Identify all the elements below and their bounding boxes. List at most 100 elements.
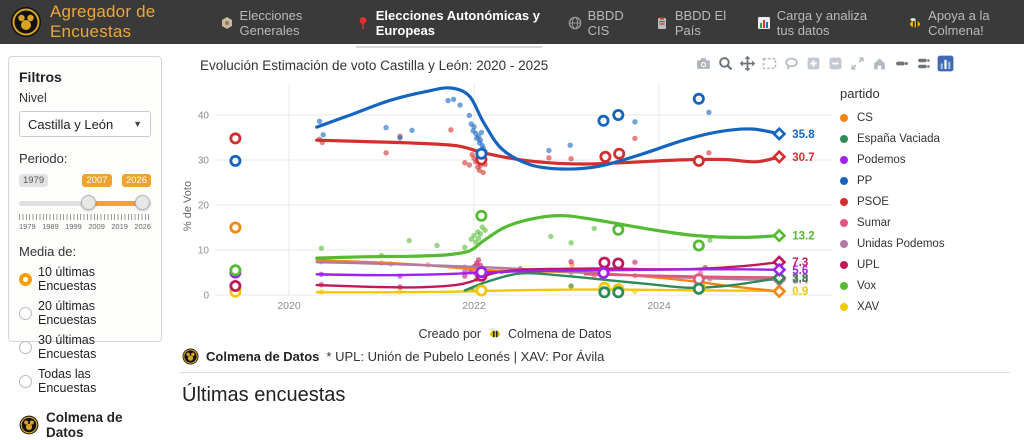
legend-item-xav[interactable]: XAV — [840, 296, 1010, 317]
poll-dot[interactable] — [480, 169, 486, 176]
radio-button[interactable] — [19, 306, 32, 320]
trend-line-psoe[interactable] — [315, 138, 781, 166]
poll-dot[interactable] — [445, 97, 451, 104]
legend-item-sumar[interactable]: Sumar — [840, 212, 1010, 233]
radio-button[interactable] — [19, 340, 32, 354]
legend-item-cs[interactable]: CS — [840, 107, 1010, 128]
poll-dot[interactable] — [318, 245, 325, 251]
nav-item-carga-y-analiza-tus-datos[interactable]: Carga y analiza tus datos — [757, 0, 882, 48]
hover-closest-icon[interactable] — [893, 55, 910, 72]
election-marker[interactable] — [692, 92, 705, 105]
box-select-icon[interactable] — [761, 55, 778, 72]
poll-dot[interactable] — [466, 162, 473, 168]
poll-dot[interactable] — [546, 155, 552, 161]
election-marker[interactable] — [612, 286, 625, 299]
election-marker[interactable] — [475, 209, 488, 222]
legend-item-espa-a-vaciada[interactable]: España Vaciada — [840, 128, 1010, 149]
poll-dot[interactable] — [466, 112, 473, 119]
poll-dot[interactable] — [568, 283, 574, 289]
radio-10-ltimas-encuestas[interactable]: 10 últimas Encuestas — [19, 265, 151, 293]
poll-dot[interactable] — [320, 132, 326, 138]
poll-dot[interactable] — [457, 102, 463, 108]
home-icon[interactable] — [871, 55, 888, 72]
radio-todas-las-encuestas[interactable]: Todas las Encuestas — [19, 367, 151, 395]
election-marker[interactable] — [229, 264, 242, 277]
brand[interactable]: Agregador de Encuestas — [10, 2, 192, 42]
poll-dot[interactable] — [462, 160, 468, 166]
nivel-select[interactable]: Castilla y León ▼ — [19, 111, 151, 137]
election-marker[interactable] — [692, 282, 705, 295]
poll-dot[interactable] — [406, 237, 412, 244]
poll-dot[interactable] — [450, 96, 457, 102]
zoom-icon[interactable] — [717, 55, 734, 72]
election-marker[interactable] — [612, 223, 625, 236]
election-marker[interactable] — [613, 147, 626, 160]
election-marker[interactable] — [597, 266, 610, 279]
poll-dot[interactable] — [316, 118, 323, 124]
zoom-out-icon[interactable] — [827, 55, 844, 72]
slider-handle-lower[interactable] — [80, 195, 96, 210]
trend-line-espa-a-vaciada[interactable] — [463, 271, 781, 292]
election-marker[interactable] — [612, 109, 625, 122]
poll-dot[interactable] — [475, 235, 482, 241]
legend-item-psoe[interactable]: PSOE — [840, 191, 1010, 212]
periodo-range-slider[interactable] — [19, 195, 151, 210]
poll-dot[interactable] — [397, 135, 403, 141]
election-marker[interactable] — [692, 154, 705, 167]
poll-dot[interactable] — [568, 240, 574, 246]
poll-dot[interactable] — [434, 242, 440, 249]
zoom-in-icon[interactable] — [805, 55, 822, 72]
slider-handle-upper[interactable] — [134, 195, 150, 210]
poll-dot[interactable] — [383, 150, 389, 156]
nav-item-bbdd-el-pa-s[interactable]: BBDD El País — [655, 0, 731, 48]
poll-dot[interactable] — [462, 273, 468, 279]
poll-dot[interactable] — [548, 233, 554, 240]
election-marker[interactable] — [475, 266, 488, 279]
nav-item-elecciones-auton-micas-y-europeas[interactable]: Elecciones Autonómicas y Europeas — [355, 0, 542, 48]
poll-dot[interactable] — [568, 156, 574, 162]
trend-line-sumar[interactable] — [583, 273, 781, 279]
trend-line-pp[interactable] — [315, 86, 781, 171]
election-marker[interactable] — [599, 150, 612, 163]
election-marker[interactable] — [692, 239, 705, 252]
poll-dot[interactable] — [546, 147, 552, 154]
poll-dot[interactable] — [409, 127, 415, 133]
election-marker[interactable] — [229, 132, 242, 145]
election-marker[interactable] — [229, 279, 242, 292]
election-marker[interactable] — [692, 273, 705, 286]
trend-line-vox[interactable] — [315, 213, 781, 260]
poll-dot[interactable] — [567, 142, 573, 148]
legend-item-unidas-podemos[interactable]: Unidas Podemos — [840, 233, 1010, 254]
poll-dot[interactable] — [462, 244, 468, 250]
legend-item-vox[interactable]: Vox — [840, 275, 1010, 296]
poll-dot[interactable] — [448, 127, 454, 133]
poll-dot[interactable] — [478, 129, 485, 136]
election-marker[interactable] — [475, 284, 488, 297]
trend-line-podemos[interactable] — [315, 268, 781, 277]
poll-dot[interactable] — [591, 225, 597, 232]
poll-dot[interactable] — [706, 109, 712, 115]
nav-item-elecciones-generales[interactable]: Elecciones Generales — [220, 0, 330, 48]
radio-button[interactable] — [19, 374, 32, 388]
poll-dot[interactable] — [471, 232, 477, 239]
election-marker[interactable] — [229, 221, 242, 234]
autoscale-icon[interactable] — [849, 55, 866, 72]
poll-dot[interactable] — [477, 231, 484, 237]
election-marker[interactable] — [598, 256, 611, 269]
poll-dot[interactable] — [475, 257, 482, 263]
poll-dot[interactable] — [632, 259, 638, 265]
plotly-logo-icon[interactable] — [937, 55, 954, 72]
legend-item-pp[interactable]: PP — [840, 170, 1010, 191]
radio-button[interactable] — [19, 272, 32, 286]
radio-30-ltimas-encuestas[interactable]: 30 últimas Encuestas — [19, 333, 151, 361]
poll-dot[interactable] — [632, 119, 638, 125]
pan-icon[interactable] — [739, 55, 756, 72]
election-marker[interactable] — [598, 286, 611, 299]
legend-item-podemos[interactable]: Podemos — [840, 149, 1010, 170]
camera-icon[interactable] — [695, 55, 712, 72]
nav-item-bbdd-cis[interactable]: BBDD CIS — [568, 0, 629, 48]
election-marker[interactable] — [612, 257, 625, 270]
nav-item-apoya-a-la-colmena-[interactable]: Apoya a la Colmena! — [908, 0, 1014, 48]
trend-line-xav[interactable] — [315, 288, 781, 294]
